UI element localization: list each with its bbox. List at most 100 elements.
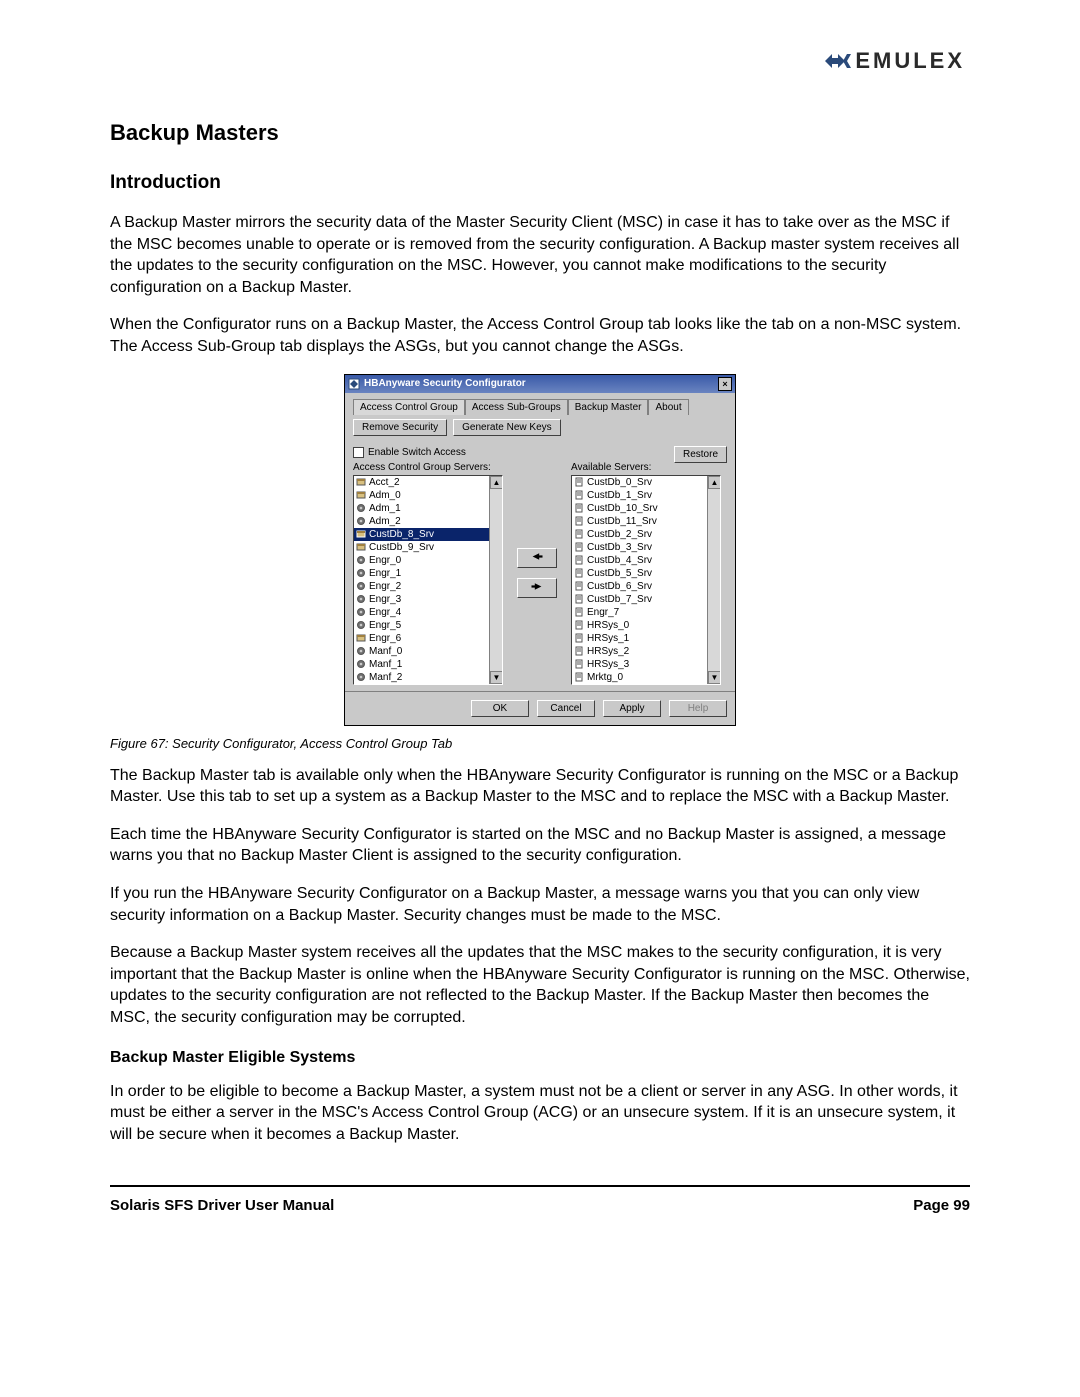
list-item-label: Manf_2 [369, 671, 402, 684]
list-item[interactable]: CustDb_0_Srv [572, 476, 720, 489]
doc-icon [574, 516, 584, 526]
list-item[interactable]: Engr_1 [354, 567, 502, 580]
list-item-label: Engr_7 [587, 606, 619, 619]
tab-about[interactable]: About [648, 399, 688, 415]
list-item[interactable]: Adm_0 [354, 489, 502, 502]
list-item[interactable]: Engr_7 [572, 606, 720, 619]
doc-icon [574, 659, 584, 669]
list-item[interactable]: CustDb_7_Srv [572, 593, 720, 606]
list-item[interactable]: CustDb_11_Srv [572, 515, 720, 528]
gear-icon [356, 646, 366, 656]
right-list-label: Available Servers: [571, 462, 721, 473]
generate-keys-button[interactable]: Generate New Keys [453, 419, 561, 436]
list-item[interactable]: Engr_0 [354, 554, 502, 567]
tab-access-control-group[interactable]: Access Control Group [353, 399, 465, 415]
server-icon [356, 542, 366, 552]
brand-logo: EMULEX [823, 48, 965, 74]
scrollbar[interactable]: ▲ ▼ [707, 476, 720, 684]
acg-servers-list[interactable]: Acct_2Adm_0Adm_1Adm_2CustDb_8_SrvCustDb_… [353, 475, 503, 685]
enable-switch-access-checkbox[interactable] [353, 447, 364, 458]
gear-icon [356, 672, 366, 682]
body-paragraph: In order to be eligible to become a Back… [110, 1081, 970, 1146]
list-item-label: CustDb_2_Srv [587, 528, 652, 541]
doc-icon [574, 607, 584, 617]
list-item[interactable]: Acct_2 [354, 476, 502, 489]
move-left-button[interactable] [517, 548, 557, 568]
body-paragraph: When the Configurator runs on a Backup M… [110, 314, 970, 357]
available-servers-list[interactable]: CustDb_0_SrvCustDb_1_SrvCustDb_10_SrvCus… [571, 475, 721, 685]
list-item[interactable]: CustDb_3_Srv [572, 541, 720, 554]
list-item[interactable]: CustDb_6_Srv [572, 580, 720, 593]
footer-right: Page 99 [913, 1197, 970, 1214]
gear-icon [356, 581, 366, 591]
remove-security-button[interactable]: Remove Security [353, 419, 447, 436]
list-item-label: CustDb_3_Srv [587, 541, 652, 554]
list-item[interactable]: Mrktg_0 [572, 671, 720, 684]
ok-button[interactable]: OK [471, 700, 529, 717]
figure: HBAnyware Security Configurator × Access… [110, 374, 970, 726]
tab-access-sub-groups[interactable]: Access Sub-Groups [465, 399, 568, 415]
list-item[interactable]: CustDb_4_Srv [572, 554, 720, 567]
tab-strip: Access Control GroupAccess Sub-GroupsBac… [353, 399, 727, 415]
list-item[interactable]: CustDb_10_Srv [572, 502, 720, 515]
list-item-label: Manf_0 [369, 645, 402, 658]
list-item[interactable]: Manf_2 [354, 671, 502, 684]
list-item-label: HRSys_1 [587, 632, 629, 645]
server-icon [356, 490, 366, 500]
list-item[interactable]: Adm_1 [354, 502, 502, 515]
body-paragraph: Because a Backup Master system receives … [110, 942, 970, 1028]
dialog-title: HBAnyware Security Configurator [364, 378, 526, 389]
doc-icon [574, 581, 584, 591]
list-item[interactable]: Engr_6 [354, 632, 502, 645]
list-item[interactable]: Engr_2 [354, 580, 502, 593]
server-icon [356, 477, 366, 487]
list-item[interactable]: CustDb_8_Srv [354, 528, 502, 541]
scroll-down-icon[interactable]: ▼ [708, 671, 721, 684]
list-item-label: CustDb_10_Srv [587, 502, 658, 515]
doc-icon [574, 503, 584, 513]
dialog-titlebar: HBAnyware Security Configurator × [345, 375, 735, 393]
body-paragraph: The Backup Master tab is available only … [110, 765, 970, 808]
list-item[interactable]: Engr_5 [354, 619, 502, 632]
doc-icon [574, 633, 584, 643]
body-paragraph: If you run the HBAnyware Security Config… [110, 883, 970, 926]
scroll-up-icon[interactable]: ▲ [490, 476, 503, 489]
list-item[interactable]: CustDb_5_Srv [572, 567, 720, 580]
list-item[interactable]: Engr_3 [354, 593, 502, 606]
gear-icon [356, 594, 366, 604]
list-item[interactable]: CustDb_9_Srv [354, 541, 502, 554]
list-item[interactable]: HRSys_0 [572, 619, 720, 632]
app-icon [348, 378, 360, 390]
close-icon[interactable]: × [718, 377, 732, 391]
doc-icon [574, 594, 584, 604]
scrollbar[interactable]: ▲ ▼ [489, 476, 502, 684]
list-item[interactable]: Adm_2 [354, 515, 502, 528]
move-right-button[interactable] [517, 578, 557, 598]
scroll-down-icon[interactable]: ▼ [490, 671, 503, 684]
tab-backup-master[interactable]: Backup Master [568, 399, 649, 415]
list-item[interactable]: CustDb_1_Srv [572, 489, 720, 502]
list-item[interactable]: HRSys_1 [572, 632, 720, 645]
cancel-button[interactable]: Cancel [537, 700, 595, 717]
list-item[interactable]: Engr_4 [354, 606, 502, 619]
gear-icon [356, 568, 366, 578]
list-item[interactable]: Manf_0 [354, 645, 502, 658]
restore-button[interactable]: Restore [674, 446, 727, 463]
help-button[interactable]: Help [669, 700, 727, 717]
list-item-label: Adm_2 [369, 515, 401, 528]
list-item-label: Adm_1 [369, 502, 401, 515]
list-item-label: Engr_6 [369, 632, 401, 645]
figure-caption: Figure 67: Security Configurator, Access… [110, 736, 970, 751]
gear-icon [356, 503, 366, 513]
apply-button[interactable]: Apply [603, 700, 661, 717]
doc-icon [574, 672, 584, 682]
list-item[interactable]: HRSys_2 [572, 645, 720, 658]
list-item[interactable]: Manf_1 [354, 658, 502, 671]
doc-icon [574, 568, 584, 578]
list-item[interactable]: CustDb_2_Srv [572, 528, 720, 541]
list-item[interactable]: HRSys_3 [572, 658, 720, 671]
server-icon [356, 529, 366, 539]
list-item-label: Engr_0 [369, 554, 401, 567]
doc-icon [574, 542, 584, 552]
scroll-up-icon[interactable]: ▲ [708, 476, 721, 489]
